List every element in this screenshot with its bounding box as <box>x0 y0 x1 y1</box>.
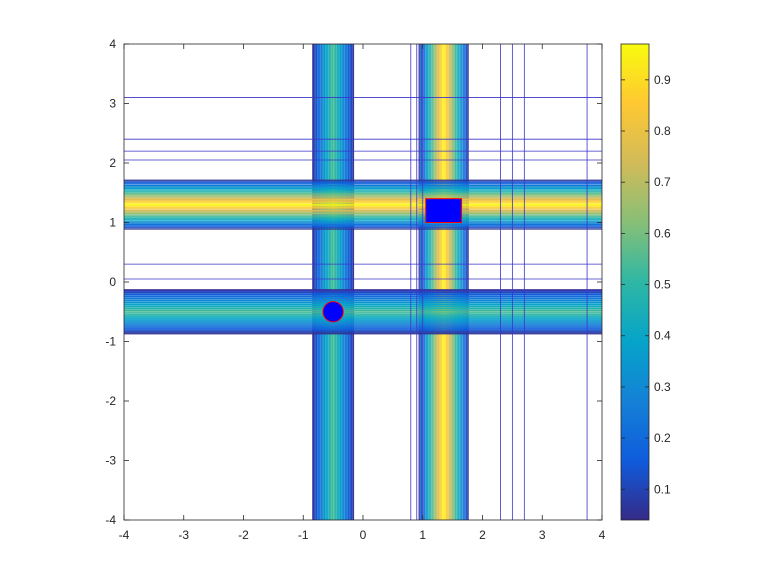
x-tick-label: 2 <box>479 528 486 542</box>
y-tick-label: 3 <box>109 97 116 111</box>
colorbar-tick-label: 0.1 <box>654 482 671 496</box>
x-tick-label: 4 <box>599 528 606 542</box>
y-tick-label: 2 <box>109 156 116 170</box>
y-tick-label: -1 <box>105 335 116 349</box>
colorbar-tick-label: 0.9 <box>654 73 671 87</box>
colorbar-tick-label: 0.6 <box>654 226 671 240</box>
colorbar-tick-label: 0.2 <box>654 431 671 445</box>
x-tick-label: 0 <box>360 528 367 542</box>
y-tick-label: 1 <box>109 216 116 230</box>
circle-marker <box>322 301 344 323</box>
x-tick-label: -2 <box>238 528 249 542</box>
x-tick-label: 1 <box>419 528 426 542</box>
x-axis: -4 -3 -2 -1 0 1 2 3 4 <box>119 44 606 542</box>
x-tick-label: -4 <box>119 528 130 542</box>
y-tick-label: -3 <box>105 454 116 468</box>
x-tick-label: -1 <box>298 528 309 542</box>
colorbar-tick-label: 0.8 <box>654 124 671 138</box>
rectangle-marker <box>425 198 463 223</box>
markers <box>322 198 463 323</box>
y-axis: -4 -3 -2 -1 0 1 2 3 4 <box>105 37 602 527</box>
colorbar <box>620 43 650 521</box>
y-tick-label: 0 <box>109 275 116 289</box>
colorbar-tick-label: 0.7 <box>654 175 671 189</box>
contour-lines <box>124 44 602 520</box>
y-tick-label: 4 <box>109 37 116 51</box>
x-tick-label: -3 <box>178 528 189 542</box>
colorbar-ticks: 0.1 0.2 0.3 0.4 0.5 0.6 0.7 0.8 0.9 <box>621 73 671 496</box>
colorbar-tick-label: 0.5 <box>654 278 671 292</box>
y-tick-label: -4 <box>105 513 116 527</box>
x-tick-label: 3 <box>539 528 546 542</box>
colorbar-tick-label: 0.3 <box>654 380 671 394</box>
plot-background <box>124 44 602 520</box>
y-tick-label: -2 <box>105 394 116 408</box>
colorbar-tick-label: 0.4 <box>654 329 671 343</box>
